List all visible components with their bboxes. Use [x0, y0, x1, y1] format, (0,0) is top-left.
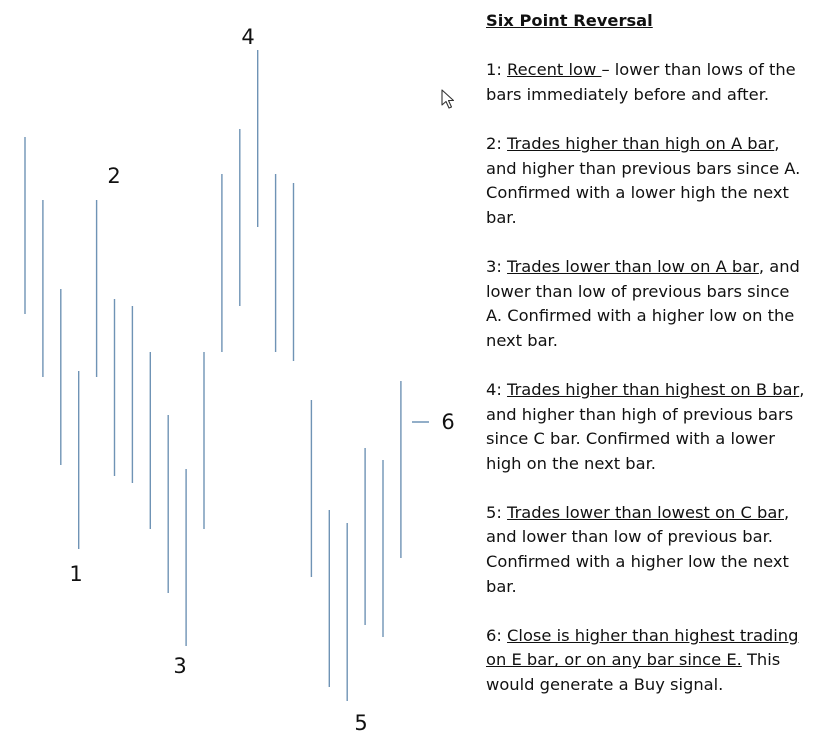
rule-4: 4: Trades higher than highest on B bar, …: [486, 378, 808, 476]
rule-number: 1:: [486, 60, 502, 80]
point-label-3: 3: [173, 654, 186, 678]
rule-text: This would generate a Buy signal.: [486, 650, 781, 695]
rule-text: , and higher than high of previous bars …: [486, 379, 805, 473]
rule-number: 6:: [486, 625, 502, 645]
rule-2: 2: Trades higher than high on A bar, and…: [486, 132, 808, 230]
rule-text: , and lower than low of previous bars si…: [486, 256, 800, 350]
rule-3: 3: Trades lower than low on A bar, and l…: [486, 255, 808, 353]
rule-heading: Close is higher than highest trading on …: [486, 625, 799, 670]
point-label-6: 6: [441, 410, 454, 434]
rule-number: 2:: [486, 133, 502, 153]
point-labels-layer: 1 2 3 4 5 6: [69, 25, 454, 735]
rule-6: 6: Close is higher than highest trading …: [486, 624, 808, 698]
rule-heading: Trades lower than low on A bar: [507, 256, 759, 276]
point-label-2: 2: [107, 164, 120, 188]
bars-layer: [24, 50, 402, 701]
point-label-5: 5: [354, 711, 367, 735]
rules-legend: Six Point Reversal 1: Recent low – lower…: [486, 9, 808, 722]
point-label-1: 1: [69, 562, 82, 586]
rule-text: , and lower than low of previous bar. Co…: [486, 502, 790, 596]
rule-1: 1: Recent low – lower than lows of the b…: [486, 58, 808, 107]
arrow-pointer-icon: [441, 89, 455, 109]
legend-title: Six Point Reversal: [486, 11, 653, 30]
price-bar-chart: 1 2 3 4 5 6: [24, 25, 455, 735]
rule-heading: Recent low: [507, 60, 602, 80]
rule-text: , and higher than previous bars since A.…: [486, 133, 801, 227]
rule-number: 3:: [486, 256, 502, 276]
rule-heading: Trades higher than highest on B bar: [507, 379, 800, 399]
rule-heading: Trades higher than high on A bar: [507, 133, 775, 153]
rule-number: 4:: [486, 379, 502, 399]
rule-text: – lower than lows of the bars immediatel…: [486, 60, 796, 104]
rule-number: 5:: [486, 502, 502, 522]
rule-heading: Trades lower than lowest on C bar: [507, 502, 785, 522]
rule-5: 5: Trades lower than lowest on C bar, an…: [486, 501, 808, 599]
point-label-4: 4: [241, 25, 254, 49]
